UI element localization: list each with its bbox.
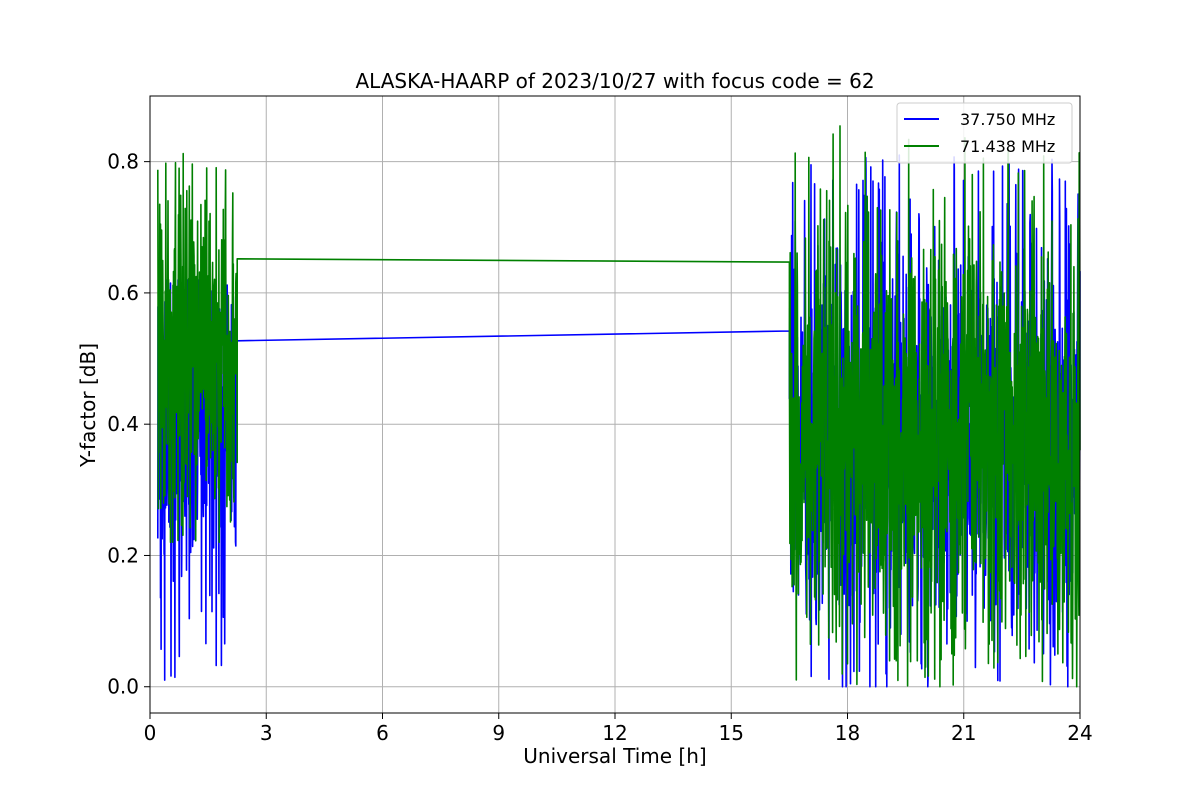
x-tick-label: 15 <box>719 721 744 745</box>
legend-label-37750: 37.750 MHz <box>960 110 1055 129</box>
y-tick-label: 0.4 <box>107 412 139 436</box>
plot-area <box>157 125 1081 688</box>
y-axis-ticks: 0.0 0.2 0.4 0.6 0.8 <box>107 150 150 699</box>
chart-title: ALASKA-HAARP of 2023/10/27 with focus co… <box>355 69 874 93</box>
x-axis-ticks: 0 3 6 9 12 15 18 21 24 <box>144 713 1093 745</box>
x-tick-label: 6 <box>376 721 389 745</box>
x-tick-label: 24 <box>1067 721 1092 745</box>
series-line-71-438-MHz <box>157 125 1081 688</box>
y-tick-label: 0.2 <box>107 543 139 567</box>
legend-label-71438: 71.438 MHz <box>960 137 1055 156</box>
legend-box <box>896 102 1073 164</box>
x-tick-label: 0 <box>144 721 157 745</box>
y-tick-label: 0.6 <box>107 281 139 305</box>
y-axis-label: Y-factor [dB] <box>76 343 100 468</box>
x-axis-label: Universal Time [h] <box>523 744 706 768</box>
x-tick-label: 12 <box>602 721 627 745</box>
x-tick-label: 18 <box>835 721 860 745</box>
x-tick-label: 9 <box>492 721 505 745</box>
x-tick-label: 3 <box>260 721 273 745</box>
legend: 37.750 MHz 71.438 MHz <box>896 102 1073 164</box>
y-tick-label: 0.8 <box>107 150 139 174</box>
y-tick-label: 0.0 <box>107 675 139 699</box>
x-tick-label: 21 <box>951 721 976 745</box>
